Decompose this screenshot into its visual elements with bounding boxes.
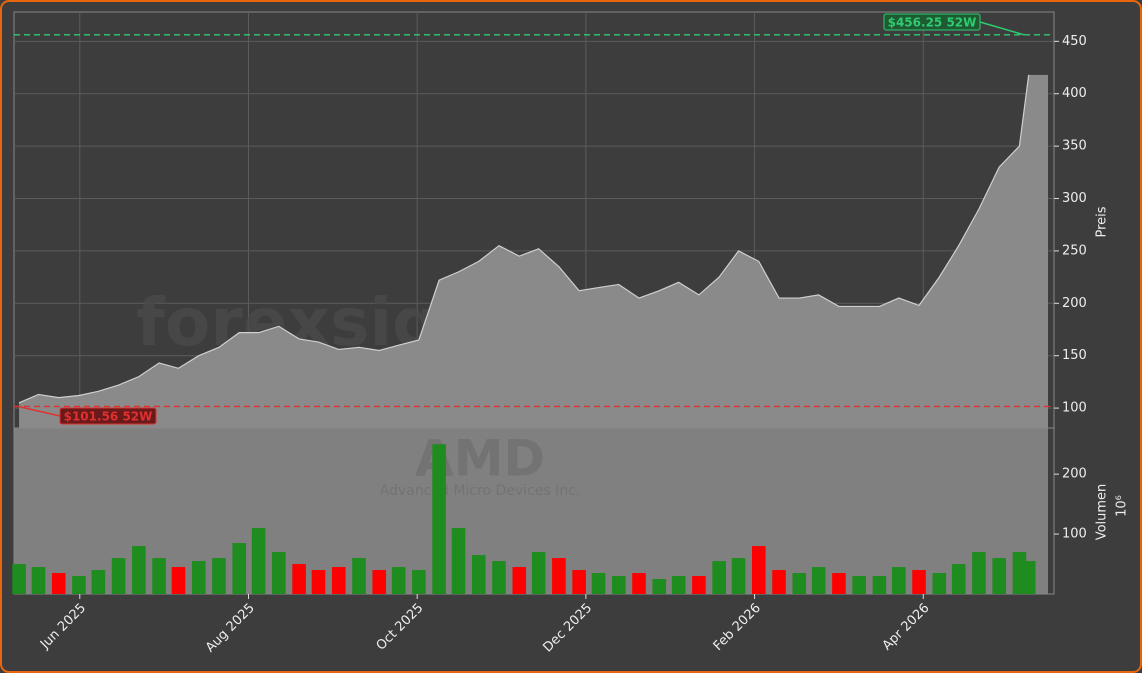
y-tick-label: 450 xyxy=(1062,34,1087,49)
volume-bar xyxy=(12,564,26,594)
y-tick-label: 350 xyxy=(1062,139,1087,154)
volume-bar xyxy=(31,567,46,594)
volume-bar xyxy=(692,576,706,594)
annotation-arrow xyxy=(17,405,61,417)
volume-bar xyxy=(132,546,146,594)
y-tick-label: 400 xyxy=(1062,86,1087,101)
volume-bar xyxy=(611,576,626,594)
volume-bar xyxy=(712,561,726,594)
volume-bar xyxy=(331,567,346,594)
volume-bar xyxy=(232,543,246,594)
volume-bar xyxy=(311,570,326,594)
price-area xyxy=(19,74,1049,429)
volume-bar xyxy=(671,576,686,594)
volume-bar xyxy=(531,552,546,594)
volume-bar xyxy=(772,570,786,594)
y-axis-unit: 10⁶ xyxy=(1115,495,1130,517)
y-axis-label: Volumen xyxy=(1095,484,1110,541)
volume-bar xyxy=(171,567,186,594)
volume-bar xyxy=(892,567,906,594)
y-tick-label: 100 xyxy=(1062,527,1087,542)
volume-bar xyxy=(792,573,807,594)
volume-bar xyxy=(111,558,126,594)
volume-bar xyxy=(292,564,306,594)
volume-bar xyxy=(992,558,1006,594)
volume-bar xyxy=(412,570,426,594)
volume-bar xyxy=(91,570,106,594)
annotation-label: $456.25 52W xyxy=(888,16,977,30)
y-tick-label: 200 xyxy=(1062,296,1087,311)
volume-bg xyxy=(14,428,1048,594)
volume-bar xyxy=(652,579,667,594)
volume-bar xyxy=(391,567,406,594)
volume-bar xyxy=(152,558,166,594)
watermark-sub: Advanced Micro Devices Inc. xyxy=(380,483,581,499)
annotation-label: $101.56 52W xyxy=(64,410,153,424)
volume-bar xyxy=(872,576,887,594)
volume-bar xyxy=(731,558,746,594)
volume-bar xyxy=(212,558,226,594)
volume-bar xyxy=(512,567,527,594)
volume-bar xyxy=(972,552,986,594)
y-tick-label: 250 xyxy=(1062,243,1087,258)
volume-bar xyxy=(832,573,846,594)
volume-bar xyxy=(852,576,866,594)
y-tick-label: 100 xyxy=(1062,401,1087,416)
volume-bar xyxy=(912,570,926,594)
volume-bar xyxy=(932,573,947,594)
volume-bar xyxy=(1021,561,1036,594)
y-tick-label: 150 xyxy=(1062,348,1087,363)
volume-bar xyxy=(352,558,366,594)
volume-bar xyxy=(492,561,506,594)
volume-bar xyxy=(751,546,766,594)
price-line xyxy=(18,74,1030,404)
y-axis-label: Preis xyxy=(1095,206,1110,237)
volume-bar xyxy=(951,564,966,594)
volume-bar xyxy=(552,558,566,594)
volume-bar xyxy=(572,570,586,594)
y-tick-label: 200 xyxy=(1062,467,1087,482)
volume-bar xyxy=(372,570,387,594)
volume-bar xyxy=(251,528,266,594)
annotation-arrow xyxy=(979,21,1025,36)
volume-bar xyxy=(191,561,206,594)
volume-bar xyxy=(451,528,466,594)
volume-bar xyxy=(272,552,286,594)
volume-bar xyxy=(811,567,826,594)
volume-bar xyxy=(471,555,486,594)
volume-bar xyxy=(51,573,66,594)
volume-bar xyxy=(591,573,606,594)
y-tick-label: 300 xyxy=(1062,191,1087,206)
volume-bar xyxy=(432,444,446,594)
volume-bar xyxy=(632,573,646,594)
volume-bar xyxy=(72,576,86,594)
